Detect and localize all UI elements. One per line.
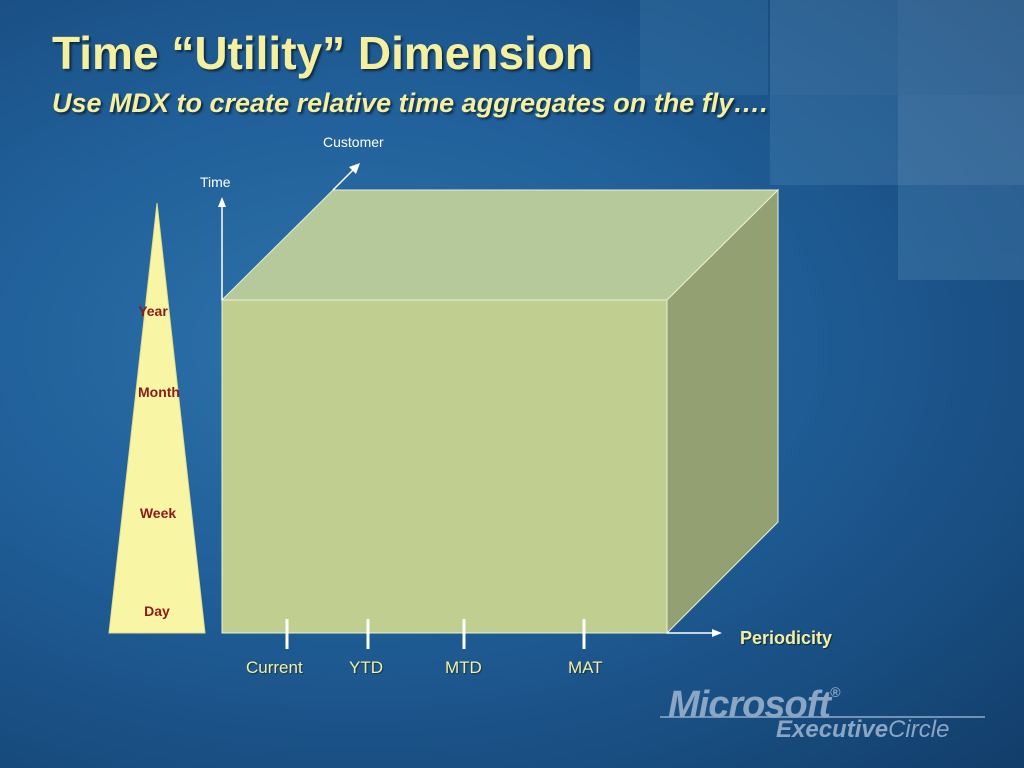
time-axis-label: Time xyxy=(200,174,231,190)
tick-label-current: Current xyxy=(246,658,303,677)
cube-front-face xyxy=(221,299,668,634)
hierarchy-level-month: Month xyxy=(138,384,180,400)
hierarchy-triangle xyxy=(108,202,206,634)
customer-axis xyxy=(332,169,354,191)
time-axis-arrowhead xyxy=(218,197,226,207)
logo-rule xyxy=(660,716,985,718)
executive-circle-logo: ExecutiveCircle xyxy=(776,716,950,743)
hierarchy-level-day: Day xyxy=(144,603,170,619)
hierarchy-level-year: Year xyxy=(138,303,168,319)
hierarchy-level-week: Week xyxy=(139,505,177,521)
tick-label-mtd: MTD xyxy=(445,658,482,677)
microsoft-logo: Microsoft® xyxy=(668,684,840,726)
customer-axis-label: Customer xyxy=(323,134,384,150)
periodicity-axis-arrowhead xyxy=(712,629,722,637)
slide-subtitle: Use MDX to create relative time aggregat… xyxy=(52,88,768,118)
periodicity-axis-label: Periodicity xyxy=(740,628,833,648)
tick-label-ytd: YTD xyxy=(349,658,383,677)
slide-title: Time “Utility” Dimension xyxy=(52,27,594,79)
tick-label-mat: MAT xyxy=(568,658,603,677)
customer-axis-arrowhead xyxy=(349,163,360,174)
